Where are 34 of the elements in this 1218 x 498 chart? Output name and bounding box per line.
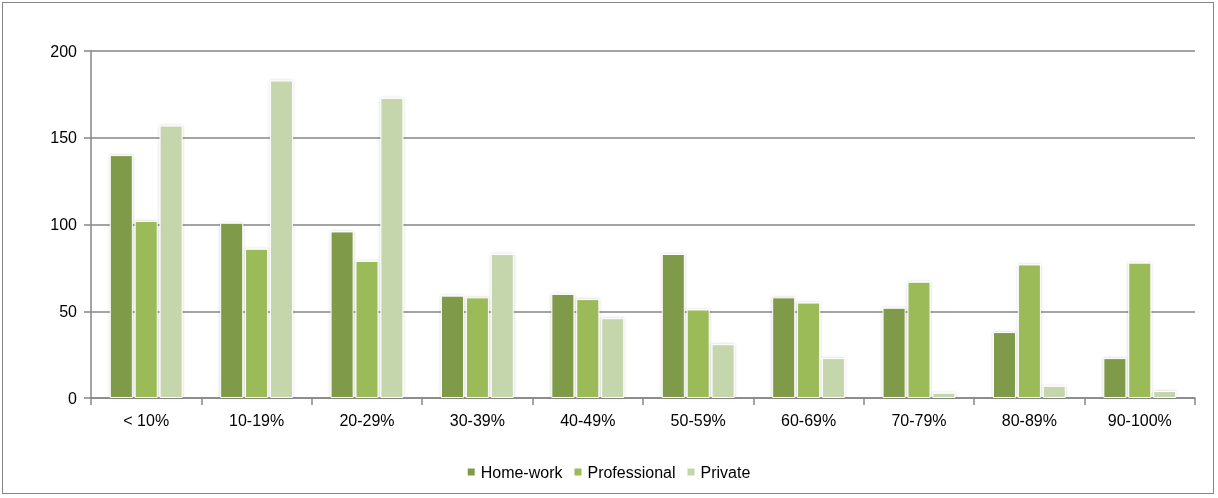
bar — [601, 318, 625, 398]
bar — [220, 222, 244, 398]
x-tick-label: 80-89% — [1001, 411, 1057, 429]
y-tick-label: 150 — [50, 129, 78, 147]
x-tick-label: 20-29% — [339, 411, 395, 429]
bar — [490, 254, 514, 398]
y-tick-label: 100 — [50, 216, 78, 233]
x-tick-label: 90-100% — [1107, 411, 1172, 429]
bar — [992, 332, 1017, 398]
bar — [1042, 385, 1066, 398]
x-tick-label: 60-69% — [781, 411, 837, 429]
bar — [821, 358, 846, 398]
legend-label: Private — [700, 463, 751, 481]
x-tick-label: 70-79% — [891, 411, 947, 429]
bar — [797, 302, 821, 398]
bar — [1153, 391, 1177, 398]
x-tick-label: < 10% — [123, 411, 170, 429]
bar — [661, 254, 685, 398]
x-tick-label: 40-49% — [560, 411, 616, 429]
y-tick-label: 0 — [68, 389, 78, 407]
legend-label: Professional — [587, 463, 676, 481]
bar — [269, 80, 294, 398]
legend-label: Home-work — [480, 463, 564, 481]
bar — [772, 297, 796, 398]
x-tick-label: 50-59% — [670, 411, 726, 429]
bar — [1017, 264, 1041, 398]
bar — [440, 295, 465, 398]
y-tick-label: 200 — [50, 42, 78, 60]
x-tick-label: 30-39% — [449, 411, 505, 429]
x-tick-label: 10-19% — [229, 411, 285, 429]
y-tick-label: 50 — [59, 302, 78, 320]
bar — [109, 155, 133, 398]
bar — [465, 297, 489, 398]
bar — [245, 248, 269, 398]
